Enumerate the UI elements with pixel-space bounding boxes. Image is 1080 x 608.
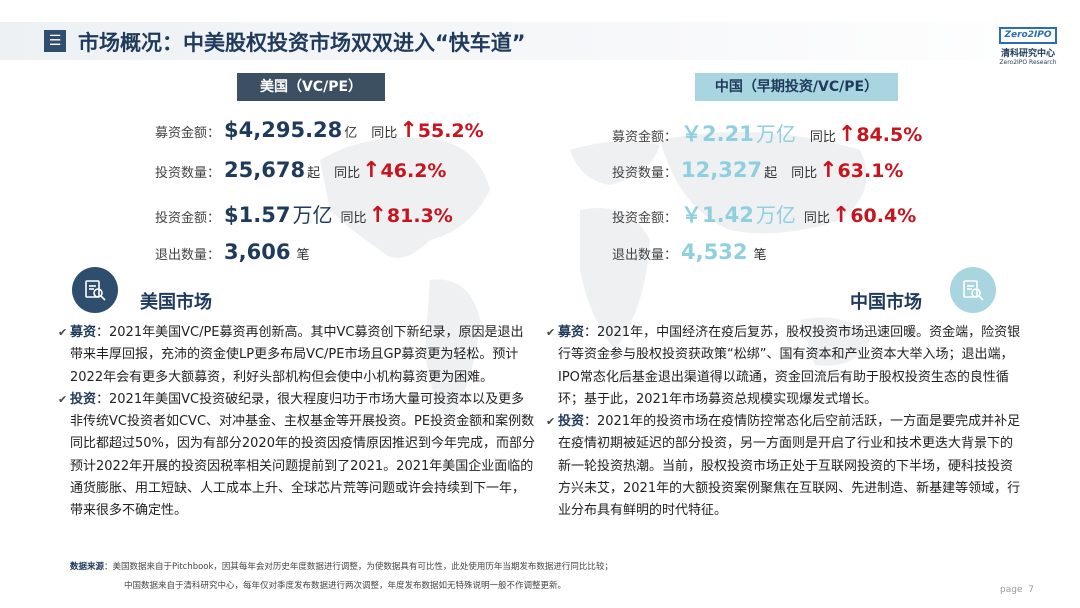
checkmark-icon: ✔ — [58, 392, 68, 406]
cn-fundraising-paragraph: ✔ 募资：2021年，中国经济在疫后复苏，股权投资市场迅速回暖。资金端，险资银行… — [546, 322, 1024, 411]
cn-investment-paragraph: ✔ 投资：2021年的投资市场在疫情防控常态化后空前活跃，一方面是要完成并补足在… — [546, 411, 1024, 522]
us-stat-exit-count: 退出数量： 3,606 笔 — [155, 240, 310, 264]
yoy-label: 同比 — [371, 126, 398, 141]
stat-value: $1.57 — [224, 203, 291, 227]
stat-label: 投资数量 — [155, 166, 208, 181]
source-line-2: 中国数据来自于清科研究中心，每年仅对季度发布数据进行两次调整，年度发布数据如无特… — [124, 581, 567, 591]
paragraph-keyword: 募资 — [70, 325, 97, 340]
yoy-label: 同比 — [340, 211, 367, 226]
document-search-icon — [950, 267, 996, 313]
up-arrow-icon: ↑ — [368, 203, 387, 228]
us-stat-deal-count: 投资数量： 25,678 起 同比 ↑ 46.2% — [155, 158, 447, 183]
paragraph-text: ：2021年美国VC投资破纪录，很大程度归功于市场大量可投资本以及更多非传统VC… — [70, 391, 535, 519]
cn-analysis-panel: ✔ 募资：2021年，中国经济在疫后复苏，股权投资市场迅速回暖。资金端，险资银行… — [546, 322, 1024, 523]
us-fundraising-paragraph: ✔ 募资：2021年美国VC/PE募资再创新高。其中VC募资创下新纪录，原因是退… — [58, 322, 536, 389]
data-source-footnote: 数据来源：美国数据来自于Pitchbook，因其每年会对历史年度数据进行调整，为… — [70, 558, 613, 596]
page-num: 7 — [1028, 585, 1034, 595]
stat-label: 募资金额 — [155, 126, 208, 141]
paragraph-keyword: 投资 — [70, 391, 97, 407]
logo-cn-text: 清科研究中心 — [1000, 49, 1055, 59]
checkmark-icon: ✔ — [546, 326, 556, 339]
logo-wordmark: Zero2IPO — [999, 27, 1057, 44]
stat-unit: 万亿 — [292, 203, 333, 227]
checkmark-icon: ✔ — [546, 415, 556, 429]
yoy-value: 55.2% — [417, 120, 484, 142]
us-market-title: 美国市场 — [140, 292, 212, 313]
yoy-value: 81.3% — [386, 205, 453, 227]
source-line-1: ：美国数据来自于Pitchbook，因其每年会对历史年度数据进行调整，为使数据具… — [104, 562, 613, 572]
yoy-label: 同比 — [803, 211, 830, 226]
yoy-value: 60.4% — [850, 205, 917, 227]
stat-unit: 亿 — [344, 126, 358, 141]
stat-unit: 笔 — [753, 248, 767, 263]
page-number: page 7 — [1000, 585, 1034, 595]
up-arrow-icon: ↑ — [819, 158, 838, 183]
header-bar — [0, 22, 1080, 60]
logo-en-text: Zero2IPO Research — [999, 59, 1057, 66]
menu-icon: ☰ — [44, 30, 66, 52]
stat-label: 投资金额 — [155, 211, 208, 226]
page-header: ☰ 市场概况：中美股权投资市场双双进入“快车道” Zero2IPO 清科研究中心… — [0, 0, 1080, 72]
cn-market-title: 中国市场 — [850, 292, 922, 313]
paragraph-text: ：2021年的投资市场在疫情防控常态化后空前活跃，一方面是要完成并补足在疫情初期… — [558, 414, 1021, 519]
stat-label: 投资金额 — [612, 211, 665, 226]
us-analysis-panel: ✔ 募资：2021年美国VC/PE募资再创新高。其中VC募资创下新纪录，原因是退… — [58, 322, 536, 523]
cn-stat-deal-amount: 投资金额： ￥1.42 万亿 同比 ↑ 60.4% — [612, 199, 916, 229]
paragraph-text: ：2021年美国VC/PE募资再创新高。其中VC募资创下新纪录，原因是退出带来丰… — [70, 325, 524, 385]
yoy-label: 同比 — [334, 166, 361, 181]
stat-unit: 笔 — [296, 248, 310, 263]
stat-label: 退出数量 — [612, 248, 665, 263]
yoy-value: 84.5% — [856, 124, 923, 146]
zero2ipo-logo: Zero2IPO 清科研究中心 Zero2IPO Research — [992, 22, 1064, 66]
up-arrow-icon: ↑ — [399, 118, 418, 143]
stat-value: ￥2.21 — [681, 122, 754, 146]
us-stat-fundraising: 募资金额： $4,295.28 亿 同比 ↑ 55.2% — [155, 118, 484, 143]
world-map-background — [320, 132, 870, 420]
stat-unit: 万亿 — [755, 203, 796, 227]
us-stat-deal-amount: 投资金额： $1.57 万亿 同比 ↑ 81.3% — [155, 199, 453, 229]
source-label: 数据来源 — [70, 562, 105, 572]
up-arrow-icon: ↑ — [362, 158, 381, 183]
stat-value: 4,532 — [681, 240, 748, 264]
stat-value: $4,295.28 — [224, 118, 343, 142]
stat-label: 投资数量 — [612, 166, 665, 181]
stat-value: ￥1.42 — [681, 203, 754, 227]
yoy-value: 46.2% — [380, 160, 447, 182]
cn-stat-deal-count: 投资数量： 12,327 起 同比 ↑ 63.1% — [612, 158, 904, 183]
checkmark-icon: ✔ — [58, 326, 68, 339]
us-investment-paragraph: ✔ 投资：2021年美国VC投资破纪录，很大程度归功于市场大量可投资本以及更多非… — [58, 389, 536, 523]
cn-stat-exit-count: 退出数量： 4,532 笔 — [612, 240, 767, 264]
up-arrow-icon: ↑ — [837, 122, 857, 147]
paragraph-keyword: 投资 — [558, 414, 585, 430]
stat-unit: 万亿 — [755, 122, 796, 146]
stat-unit: 起 — [307, 166, 321, 181]
stat-label: 募资金额 — [612, 130, 665, 145]
paragraph-text: ：2021年，中国经济在疫后复苏，股权投资市场迅速回暖。资金端，险资银行等资金参… — [558, 325, 1021, 407]
paragraph-keyword: 募资 — [558, 325, 585, 340]
yoy-label: 同比 — [809, 130, 836, 145]
stat-value: 12,327 — [681, 158, 763, 182]
document-search-icon — [72, 267, 118, 313]
page-title: 市场概况：中美股权投资市场双双进入“快车道” — [78, 31, 526, 55]
stat-label: 退出数量 — [155, 248, 208, 263]
cn-heading: 中国（早期投资/VC/PE） — [695, 73, 898, 101]
page-label: page — [1000, 585, 1023, 595]
stat-value: 3,606 — [224, 240, 291, 264]
yoy-value: 63.1% — [837, 160, 904, 182]
stat-unit: 起 — [764, 166, 778, 181]
cn-stat-fundraising: 募资金额： ￥2.21 万亿 同比 ↑ 84.5% — [612, 118, 922, 148]
us-heading: 美国（VC/PE） — [237, 73, 385, 101]
up-arrow-icon: ↑ — [831, 203, 851, 228]
yoy-label: 同比 — [791, 166, 818, 181]
stat-value: 25,678 — [224, 158, 306, 182]
